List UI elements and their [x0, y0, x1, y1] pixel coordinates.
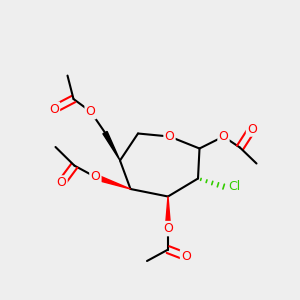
Text: O: O	[181, 250, 191, 263]
Text: O: O	[86, 105, 95, 118]
Text: O: O	[219, 130, 228, 143]
Polygon shape	[165, 196, 171, 229]
Text: O: O	[165, 130, 174, 143]
Text: O: O	[49, 103, 59, 116]
Text: Cl: Cl	[228, 179, 240, 193]
Text: O: O	[163, 222, 173, 235]
Text: O: O	[57, 176, 66, 190]
Polygon shape	[94, 174, 130, 189]
Polygon shape	[103, 131, 120, 160]
Text: O: O	[91, 170, 100, 184]
Text: O: O	[247, 122, 257, 136]
